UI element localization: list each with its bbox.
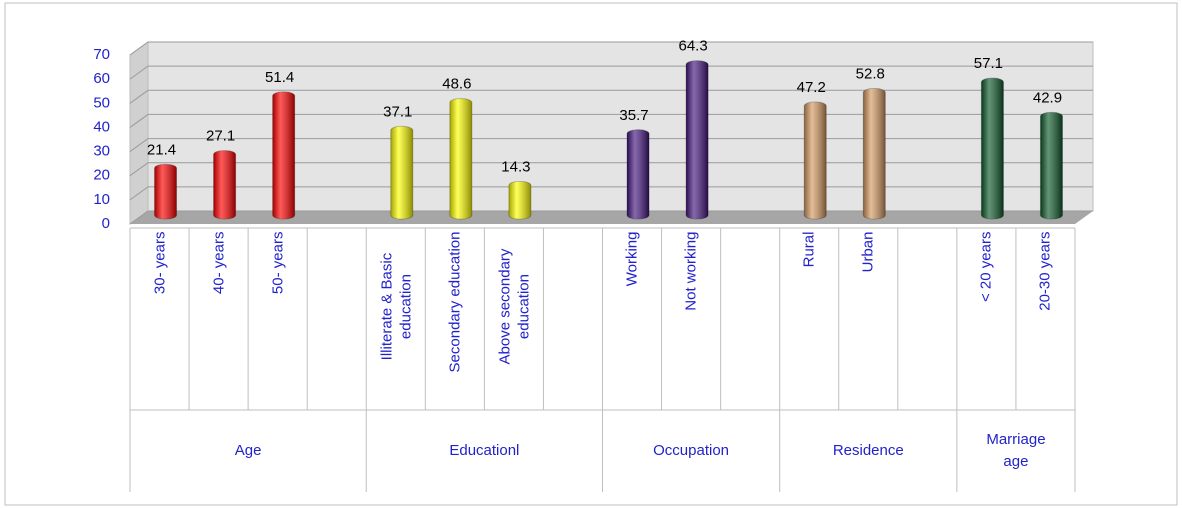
x-tick-label: 20-30 years: [1036, 232, 1054, 312]
x-tick-label: 50- years: [269, 232, 287, 295]
bar-shade: [804, 102, 827, 219]
y-tick-label: 30: [93, 143, 110, 160]
group-label: Marriage age: [986, 431, 1046, 470]
bar-shade: [863, 88, 886, 219]
grid-line: [129, 41, 1093, 56]
bar-shade: [981, 78, 1004, 219]
bar-shade: [449, 98, 472, 219]
value-label: 52.8: [856, 65, 885, 82]
bar-shade: [213, 150, 236, 219]
bar-shade: [1040, 112, 1063, 219]
y-tick-label: 60: [93, 70, 110, 87]
value-label: 27.1: [206, 128, 235, 145]
y-tick-label: 0: [102, 215, 110, 232]
value-label: 42.9: [1033, 89, 1062, 106]
value-label: 57.1: [974, 55, 1003, 72]
y-tick-label: 10: [93, 191, 110, 208]
side-wall: [129, 41, 149, 225]
group-label: Occupation: [653, 442, 730, 459]
x-tick-label: < 20 years: [977, 232, 995, 303]
value-label: 48.6: [442, 76, 471, 93]
frame: [4, 2, 1178, 506]
bar-shade: [627, 129, 650, 219]
grid-line: [129, 210, 1093, 225]
grid-line: [129, 65, 1093, 80]
bar-shade: [390, 126, 413, 219]
y-tick-label: 70: [93, 46, 110, 63]
bar-shade: [686, 60, 709, 219]
grid-line: [129, 162, 1093, 177]
value-label: 37.1: [383, 103, 412, 120]
grid-line: [129, 113, 1093, 128]
x-tick-label: 40- years: [210, 232, 228, 295]
grid-line: [129, 89, 1093, 104]
value-label: 47.2: [797, 79, 826, 96]
group-label: Age: [234, 442, 262, 459]
bar-shade: [508, 181, 531, 219]
value-label: 21.4: [147, 141, 176, 158]
floor: [130, 211, 1093, 224]
value-label: 51.4: [265, 69, 294, 86]
y-tick-label: 40: [93, 118, 110, 135]
bar-shade: [154, 164, 177, 219]
x-tick-label: Secondary education: [446, 232, 464, 373]
x-tick-label: Illiterate & Basic education: [377, 253, 414, 361]
value-label: 64.3: [678, 38, 707, 55]
x-tick-label: Urban: [859, 232, 877, 273]
group-label: Educationl: [449, 442, 520, 459]
x-tick-label: Not working: [682, 232, 700, 312]
x-tick-label: Above secondary education: [495, 249, 532, 365]
value-label: 35.7: [619, 107, 648, 124]
grid-line: [129, 138, 1093, 152]
y-tick-label: 20: [93, 167, 110, 184]
x-tick-label: Working: [623, 232, 641, 287]
grid-line: [129, 186, 1093, 201]
group-label: Residence: [832, 442, 904, 459]
x-tick-label: 30- years: [151, 232, 169, 295]
value-label: 14.3: [501, 158, 530, 175]
x-tick-label: Rural: [800, 232, 818, 268]
y-tick-label: 50: [93, 94, 110, 111]
bar-shade: [272, 91, 295, 219]
